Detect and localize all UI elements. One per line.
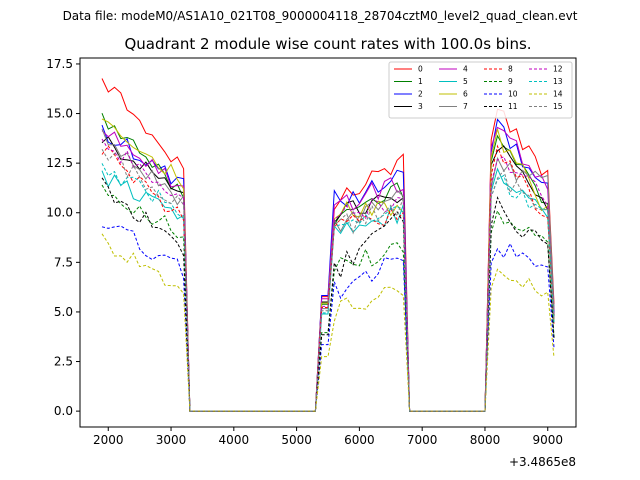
x-tick-label: 2000: [93, 433, 124, 447]
series-line-8: [101, 144, 555, 412]
y-tick-label: 7.5: [54, 255, 73, 269]
legend-label-10: 10: [508, 90, 518, 99]
plot-frame: [79, 57, 577, 428]
x-tick-label: 6000: [344, 433, 375, 447]
x-tick-label: 9000: [532, 433, 563, 447]
x-tick-label: 5000: [281, 433, 312, 447]
legend-label-3: 3: [418, 102, 423, 111]
x-tick-label: 7000: [407, 433, 438, 447]
legend-label-12: 12: [553, 65, 563, 74]
y-tick-label: 0.0: [54, 404, 73, 418]
y-tick-label: 17.5: [46, 57, 73, 71]
x-tick-label: 4000: [219, 433, 250, 447]
legend-label-9: 9: [508, 77, 513, 86]
legend-label-6: 6: [463, 90, 468, 99]
legend-label-1: 1: [418, 77, 423, 86]
series-line-15: [101, 148, 555, 412]
y-tick-label: 5.0: [54, 305, 73, 319]
legend-label-15: 15: [553, 102, 563, 111]
y-tick-label: 2.5: [54, 355, 73, 369]
chart-title: Quadrant 2 module wise count rates with …: [124, 35, 531, 53]
y-tick-label: 15.0: [46, 107, 73, 121]
plot-lines: [101, 78, 555, 412]
x-tick-label: 3000: [156, 433, 187, 447]
legend-label-8: 8: [508, 65, 513, 74]
legend-label-2: 2: [418, 90, 423, 99]
legend-label-11: 11: [508, 102, 518, 111]
legend-label-13: 13: [553, 77, 563, 86]
x-axis-offset-label: +3.4865e8: [509, 455, 576, 469]
y-tick-label: 10.0: [46, 206, 73, 220]
legend-label-5: 5: [463, 77, 468, 86]
legend-label-0: 0: [418, 65, 423, 74]
x-axis: 2000 3000 4000 5000 6000 7000 8000 9000: [93, 427, 563, 447]
y-axis: 0.0 2.5 5.0 7.5 10.0 12.5 15.0 17.5: [46, 57, 80, 418]
legend-label-4: 4: [463, 65, 468, 74]
legend-label-7: 7: [463, 102, 468, 111]
legend-box: [388, 61, 573, 119]
y-tick-label: 12.5: [46, 156, 73, 170]
legend-label-14: 14: [553, 90, 563, 99]
figure-suptitle: Data file: modeM0/AS1A10_021T08_90000041…: [63, 9, 578, 23]
x-tick-label: 8000: [470, 433, 501, 447]
